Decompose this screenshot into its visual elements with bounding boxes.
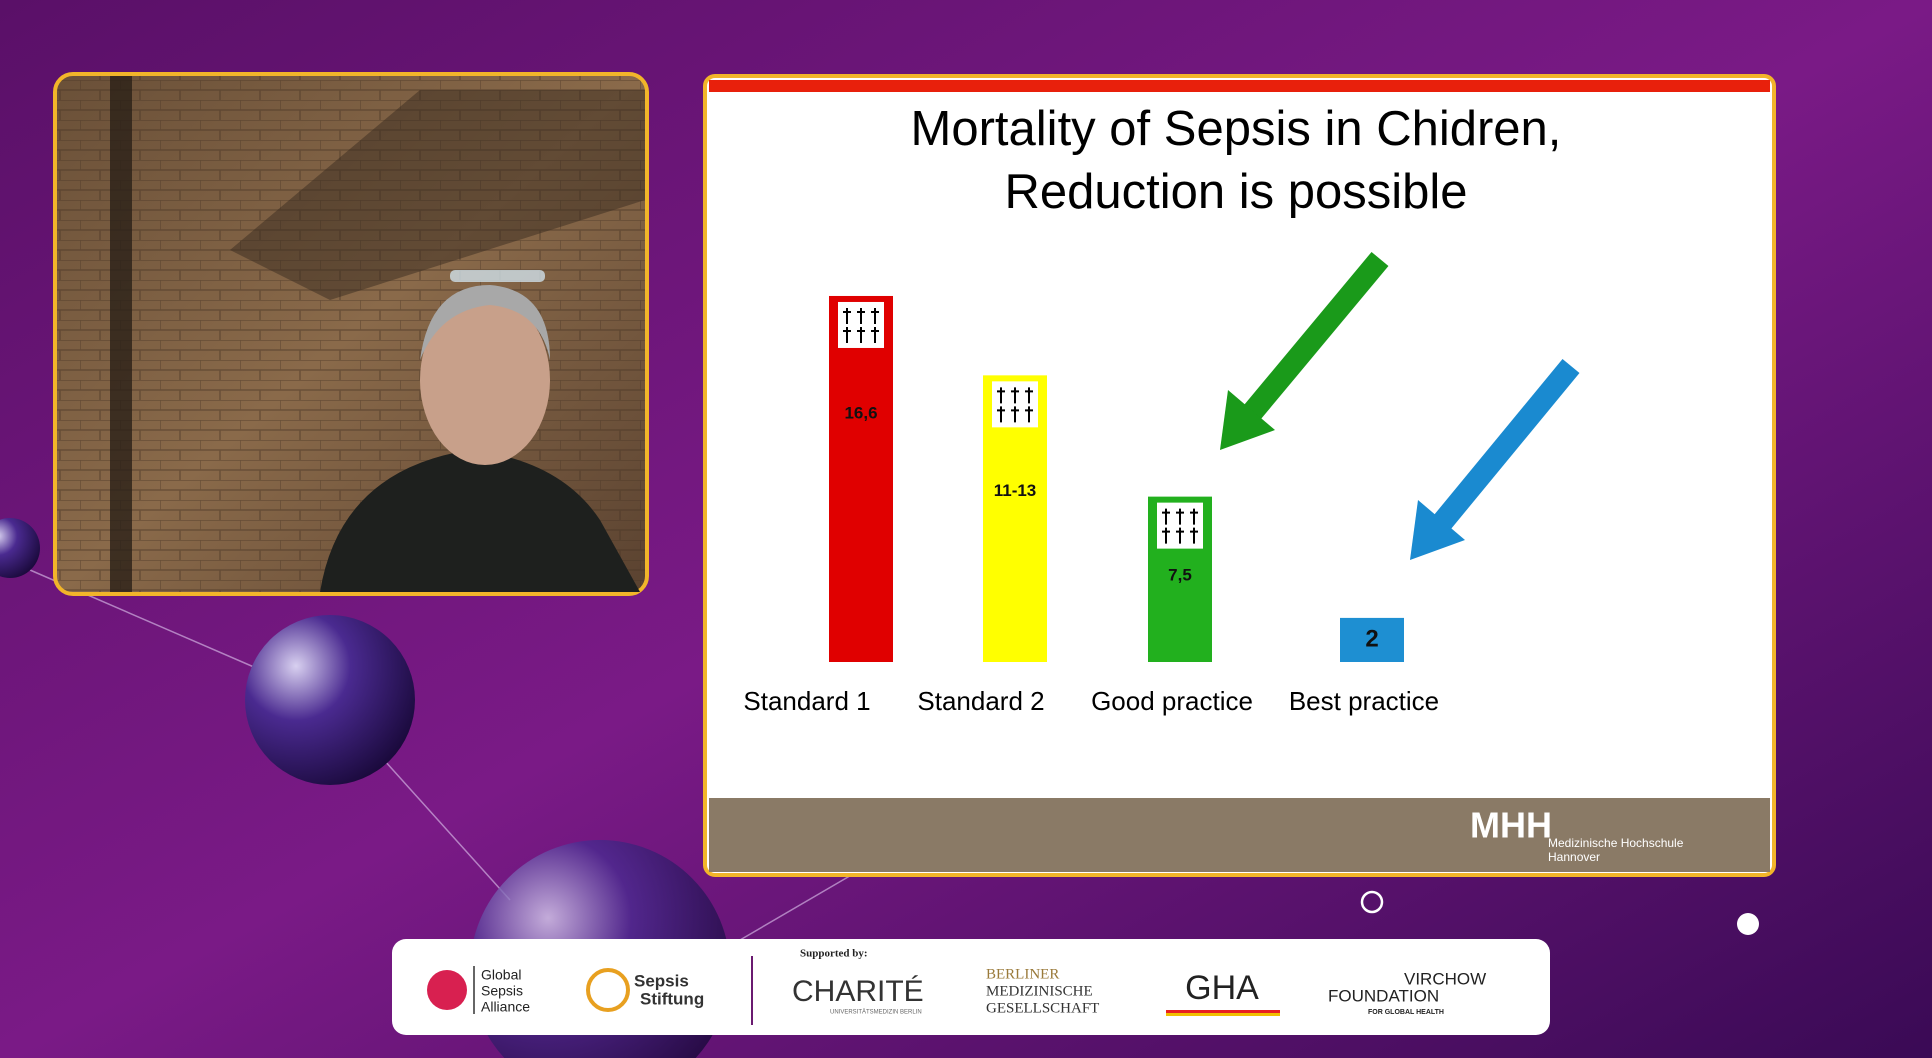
category-label: Good practice <box>1091 686 1253 716</box>
dot <box>1360 890 1384 914</box>
logo-text: Global <box>481 967 521 983</box>
sphere <box>0 518 40 578</box>
logo-text: FOUNDATION <box>1328 986 1439 1005</box>
chart-title: Reduction is possible <box>1004 165 1467 219</box>
cross-icon <box>1011 387 1019 404</box>
category-label: Standard 1 <box>743 686 870 716</box>
mhh-logo: MHH <box>1470 805 1552 846</box>
value-label: 16,6 <box>844 403 877 422</box>
logo-text: Sepsis <box>634 971 689 990</box>
cross-icon <box>1190 508 1198 525</box>
category-label: Standard 2 <box>917 686 1044 716</box>
bar <box>1340 617 1404 662</box>
logo-text: GESELLSCHAFT <box>986 1000 1099 1016</box>
supported-by: Supported by: <box>800 948 868 960</box>
logo-text: BERLINER <box>986 966 1059 982</box>
cross-icon <box>1162 508 1170 525</box>
logo-text: MEDIZINISCHE <box>986 983 1093 999</box>
sponsor-bar: Global Sepsis Alliance Sepsis Stiftung S… <box>392 939 1550 1035</box>
sphere <box>245 615 415 785</box>
cross-icon <box>843 307 851 324</box>
value-label: 2 <box>1365 625 1378 652</box>
logo-text: Alliance <box>481 999 530 1015</box>
institution: Hannover <box>1548 850 1600 864</box>
cross-icon <box>843 326 851 343</box>
value-label: 7,5 <box>1168 566 1192 585</box>
cross-icon <box>1025 406 1033 423</box>
category-label: Best practice <box>1289 686 1439 716</box>
cross-icon <box>871 307 879 324</box>
slide-top-bar <box>709 80 1770 92</box>
logo-text: GHA <box>1185 969 1259 1007</box>
cross-icon <box>1190 527 1198 544</box>
video-feed <box>53 72 649 596</box>
logo-text: Sepsis <box>481 983 523 999</box>
logo-text: CHARITÉ <box>792 975 924 1008</box>
cross-icon <box>1011 406 1019 423</box>
cross-icon <box>871 326 879 343</box>
bar <box>829 295 893 662</box>
logo-text: UNIVERSITÄTSMEDIZIN BERLIN <box>830 1009 922 1016</box>
cross-icon <box>997 387 1005 404</box>
value-label: 11-13 <box>994 481 1037 500</box>
cross-icon <box>997 406 1005 423</box>
cross-icon <box>1162 527 1170 544</box>
cross-icon <box>1025 387 1033 404</box>
logo-icon <box>427 970 467 1010</box>
logo-text: VIRCHOW <box>1404 969 1486 988</box>
cross-icon <box>857 307 865 324</box>
slide: Mortality of Sepsis in Chidren, Reductio… <box>703 74 1776 877</box>
bar-chart: 16,6 Standard 1 11-13 Standard 2 7,5 Good pra… <box>743 295 1439 716</box>
cross-icon <box>857 326 865 343</box>
logo-text: Stiftung <box>640 989 704 1008</box>
cross-icon <box>1176 527 1184 544</box>
dot <box>1737 913 1759 935</box>
logo-icon <box>586 968 630 1012</box>
arrow <box>1220 251 1389 450</box>
cross-icon <box>1176 508 1184 525</box>
logo-text: FOR GLOBAL HEALTH <box>1368 1009 1444 1016</box>
arrow <box>1410 359 1580 560</box>
slide-footer-bar <box>709 798 1770 872</box>
institution: Medizinische Hochschule <box>1548 836 1684 850</box>
chart-title: Mortality of Sepsis in Chidren, <box>911 102 1562 156</box>
